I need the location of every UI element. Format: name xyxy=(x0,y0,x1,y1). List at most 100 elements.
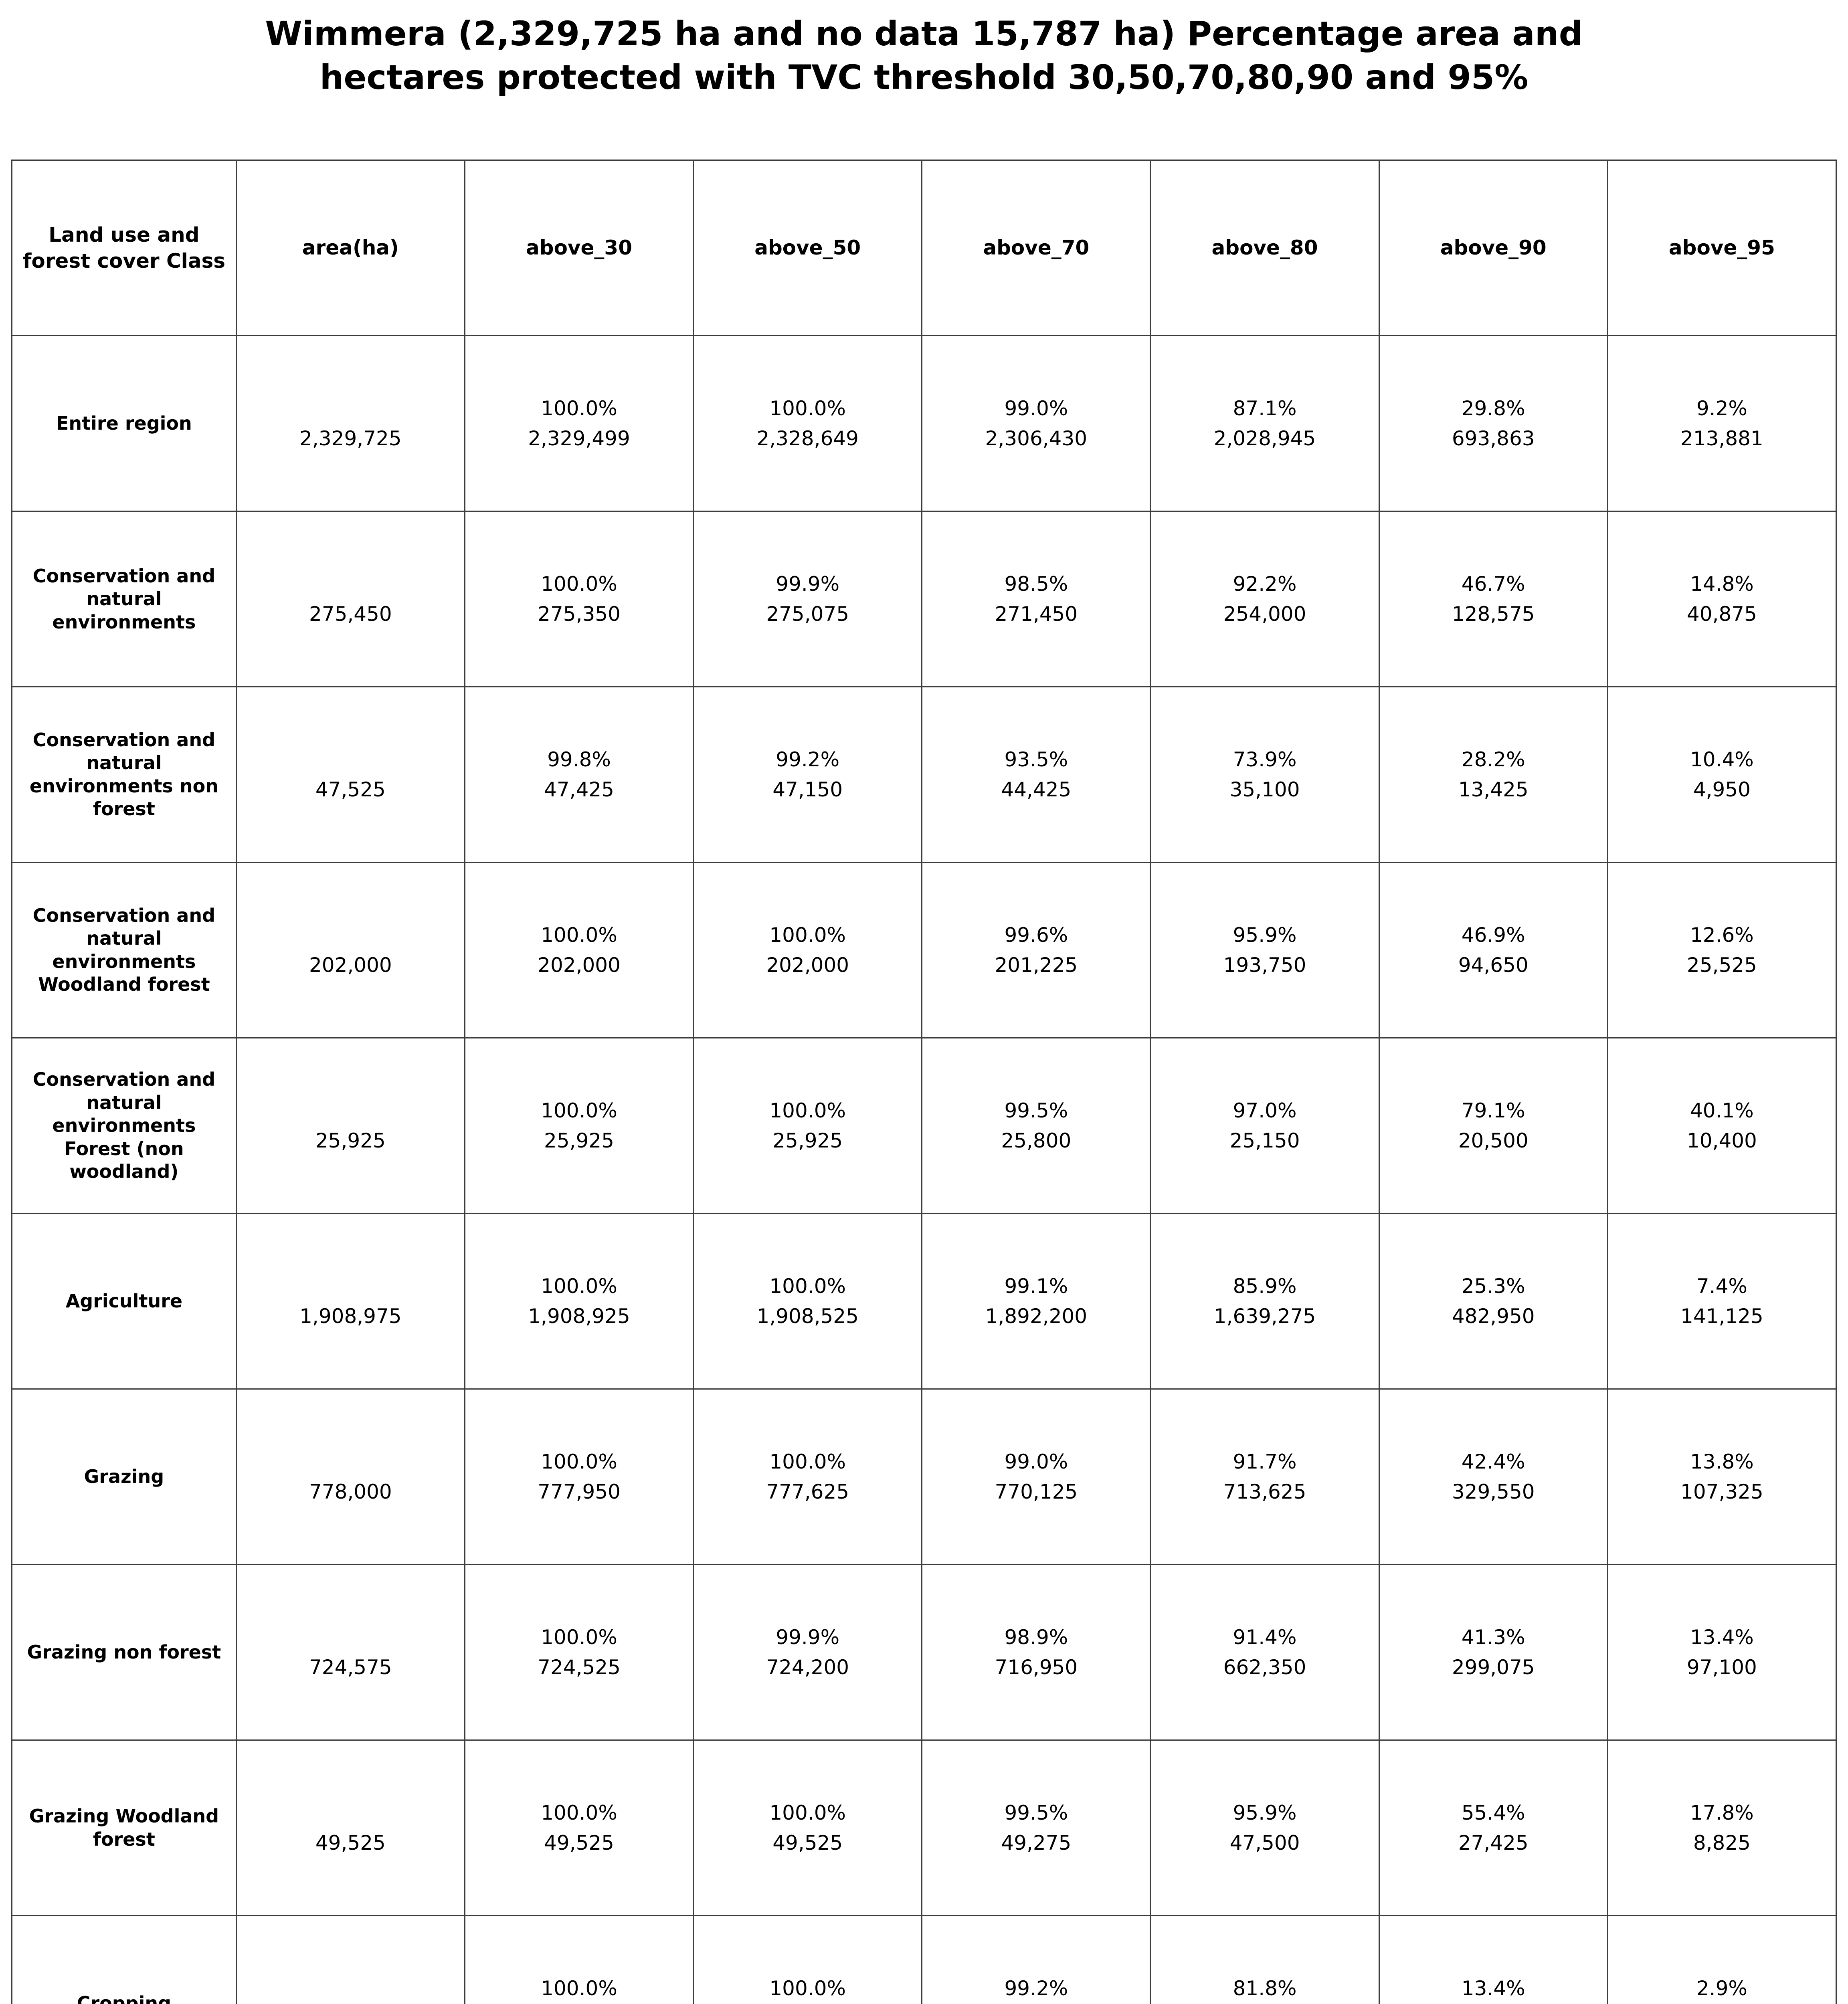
percent-value: 29.8% xyxy=(1461,396,1525,420)
percent-value: 55.4% xyxy=(1461,1801,1525,1824)
cell-lines: 100.0% 202,000 xyxy=(695,924,921,976)
data-cell: 99.5% 25,800 xyxy=(921,1037,1151,1214)
row-label: Conservation and natural environments Fo… xyxy=(11,1037,237,1214)
data-cell: 25.3% 482,950 xyxy=(1378,1213,1608,1390)
cell-lines: 29.8% 693,863 xyxy=(1380,396,1606,450)
hectares-value: 10,400 xyxy=(1686,1129,1757,1152)
cell-lines: 100.0% 2,328,649 xyxy=(695,397,921,450)
percent-value: 42.4% xyxy=(1461,1450,1525,1473)
percent-value: 100.0% xyxy=(541,1274,617,1298)
table-row: Conservation and natural environments 27… xyxy=(11,511,1837,688)
data-cell: 10.4% 4,950 xyxy=(1607,686,1837,863)
data-cell: 100.0% 202,000 xyxy=(693,862,923,1039)
cell-lines: 202,000 xyxy=(237,924,463,976)
cell-lines: 99.8% 47,425 xyxy=(466,748,692,801)
row-label: Conservation and natural environments no… xyxy=(11,686,237,863)
cell-lines: 99.0% 770,125 xyxy=(923,1450,1149,1503)
hectares-value: 2,028,945 xyxy=(1213,426,1316,450)
table-body: Entire region 2,329,725 100.0% 2,329,499 10… xyxy=(11,335,1837,2004)
area-cell: 202,000 xyxy=(235,862,465,1039)
column-header: above_95 xyxy=(1607,160,1837,337)
data-cell: 12.6% 25,525 xyxy=(1607,862,1837,1039)
column-header: above_30 xyxy=(464,160,694,337)
data-cell: 92.2% 254,000 xyxy=(1150,511,1380,688)
data-cell: 13.4%150,500 xyxy=(1378,1915,1608,2004)
percent-value xyxy=(237,1451,463,1473)
column-header: above_70 xyxy=(921,160,1151,337)
cell-lines: 100.0% 724,525 xyxy=(466,1626,692,1679)
percent-value: 100.0% xyxy=(769,1099,846,1122)
cell-lines: 46.7% 128,575 xyxy=(1380,573,1606,625)
cell-lines: 100.0% 49,525 xyxy=(695,1801,921,1855)
hectares-value: 329,550 xyxy=(1452,1480,1535,1503)
cell-lines: 13.4% 97,100 xyxy=(1609,1626,1835,1679)
hectares-value: 47,425 xyxy=(544,778,614,801)
table-row: Grazing 778,000 100.0% 777,950 100.0% 777,62… xyxy=(11,1388,1837,1566)
data-cell: 46.7% 128,575 xyxy=(1378,511,1608,688)
data-cell: 73.9% 35,100 xyxy=(1150,686,1380,863)
percent-value: 25.3% xyxy=(1461,1274,1525,1298)
cell-lines: 99.6% 201,225 xyxy=(923,924,1149,976)
percent-value xyxy=(237,1802,463,1824)
data-cell: 100.0% 49,525 xyxy=(693,1739,923,1917)
cell-lines: 98.9% 716,950 xyxy=(923,1626,1149,1679)
data-cell: 99.8% 47,425 xyxy=(464,686,694,863)
hectares-value: 713,625 xyxy=(1223,1480,1306,1503)
cell-lines: 92.2% 254,000 xyxy=(1152,573,1378,625)
data-table: Land use and forest cover Class area(ha) a… xyxy=(11,160,1837,2004)
cell-lines: 100.0% 777,950 xyxy=(466,1450,692,1503)
percent-value: 99.2% xyxy=(776,747,840,771)
cell-lines: 99.9% 275,075 xyxy=(695,573,921,625)
hectares-value: 27,425 xyxy=(1458,1831,1529,1855)
percent-value: 85.9% xyxy=(1233,1274,1297,1298)
cell-lines: 99.2%1,116,875 xyxy=(923,1977,1149,2004)
hectares-value: 662,350 xyxy=(1223,1655,1306,1679)
cell-lines: 99.9% 724,200 xyxy=(695,1626,921,1679)
cell-lines: 13.4%150,500 xyxy=(1380,1977,1606,2004)
data-cell: 99.9% 275,075 xyxy=(693,511,923,688)
hectares-value: 47,150 xyxy=(772,778,843,801)
cell-lines: 100.0% 49,525 xyxy=(466,1802,692,1854)
page-title: Wimmera (2,329,725 ha and no data 15,787… xyxy=(0,0,1848,99)
percent-value: 100.0% xyxy=(541,1099,617,1122)
hectares-value: 49,525 xyxy=(772,1831,843,1855)
area-cell: 275,450 xyxy=(235,511,465,688)
table-row: Agriculture 1,908,975 100.0% 1,908,925 100.… xyxy=(11,1213,1837,1390)
hectares-value: 777,625 xyxy=(766,1480,849,1503)
cell-lines: 100.0% 25,925 xyxy=(695,1099,921,1152)
table-row: Conservation and natural environments Fo… xyxy=(11,1037,1837,1214)
percent-value: 99.0% xyxy=(1004,1450,1068,1473)
percent-value: 91.7% xyxy=(1233,1450,1297,1473)
cell-lines: 95.9% 47,500 xyxy=(1152,1802,1378,1854)
data-cell: 55.4% 27,425 xyxy=(1378,1739,1608,1917)
percent-value xyxy=(237,398,463,420)
data-cell: 42.4% 329,550 xyxy=(1378,1388,1608,1566)
percent-value xyxy=(237,924,463,946)
hectares-value: 724,200 xyxy=(766,1655,849,1679)
cell-lines: 93.5% 44,425 xyxy=(923,748,1149,801)
column-header: above_80 xyxy=(1150,160,1380,337)
table-row: Conservation and natural environments Wo… xyxy=(11,862,1837,1039)
cell-lines: 10.4% 4,950 xyxy=(1609,748,1835,801)
hectares-value: 1,908,525 xyxy=(756,1304,859,1328)
hectares-value: 25,925 xyxy=(315,1129,386,1152)
data-cell: 99.0% 770,125 xyxy=(921,1388,1151,1566)
data-cell: 95.9% 47,500 xyxy=(1150,1739,1380,1917)
row-label: Grazing xyxy=(11,1388,237,1566)
row-label: Entire region xyxy=(11,335,237,512)
percent-value: 100.0% xyxy=(769,1801,846,1824)
hectares-value: 25,800 xyxy=(1001,1129,1072,1152)
hectares-value: 1,908,925 xyxy=(528,1304,630,1328)
data-cell: 95.9% 193,750 xyxy=(1150,862,1380,1039)
hectares-value: 107,325 xyxy=(1680,1480,1763,1503)
percent-value: 7.4% xyxy=(1696,1274,1747,1298)
percent-value xyxy=(237,1626,463,1648)
hectares-value: 25,150 xyxy=(1229,1129,1300,1152)
table-row: Entire region 2,329,725 100.0% 2,329,499 10… xyxy=(11,335,1837,512)
percent-value xyxy=(237,749,463,771)
cell-lines: 95.9% 193,750 xyxy=(1152,924,1378,976)
cell-lines: 778,000 xyxy=(237,1451,463,1503)
data-cell: 99.9% 724,200 xyxy=(693,1564,923,1741)
cell-lines: 100.0%1,125,650 xyxy=(695,1977,921,2004)
